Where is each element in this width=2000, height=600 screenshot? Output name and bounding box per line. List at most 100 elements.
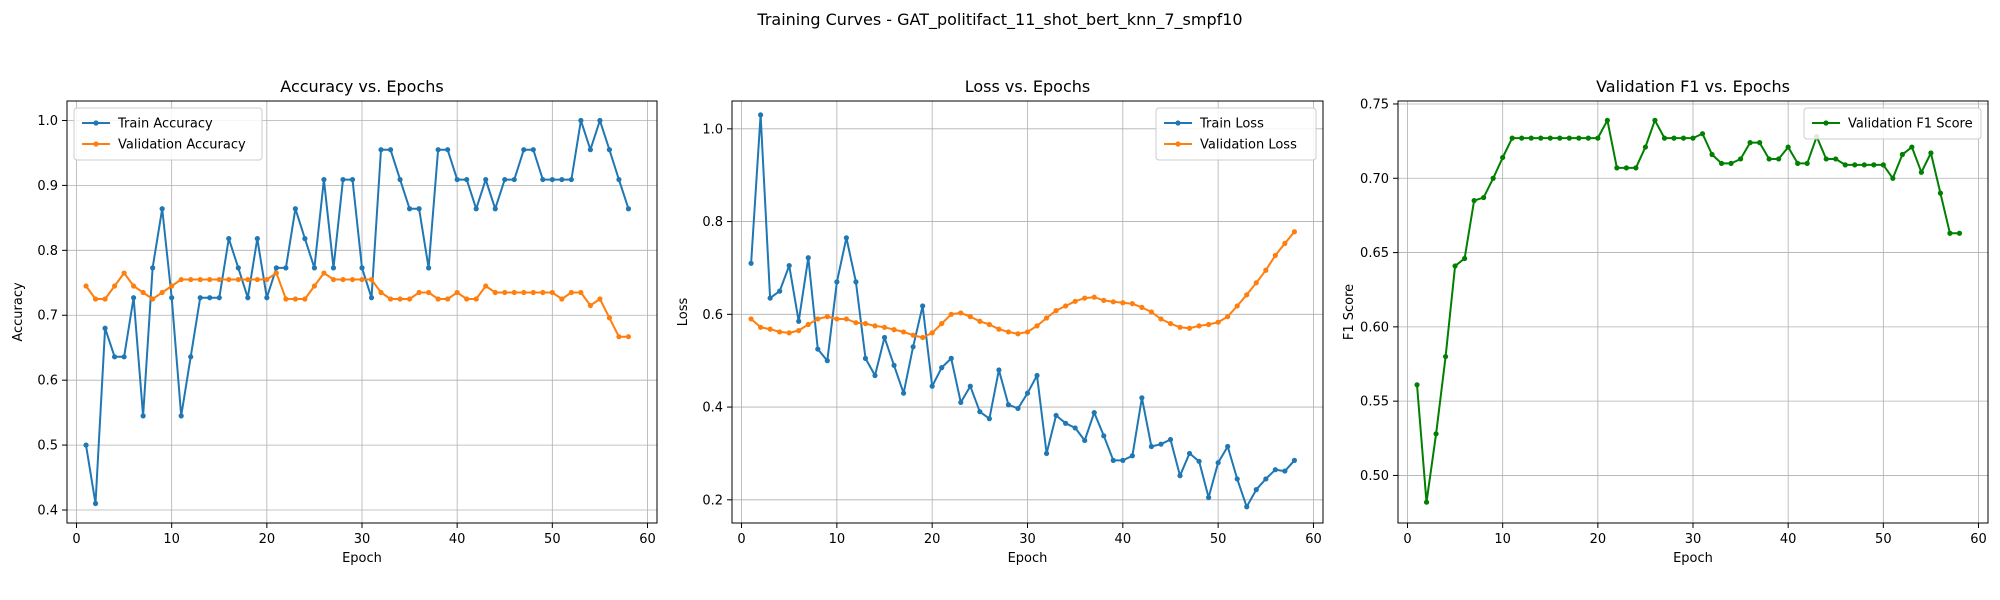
data-point	[540, 289, 546, 296]
data-point	[757, 112, 764, 118]
data-point	[150, 296, 156, 302]
legend-label: Validation Loss	[1200, 138, 1297, 153]
y-tick-label: 0.7	[37, 309, 58, 324]
data-point	[1282, 468, 1288, 474]
data-point	[1063, 303, 1069, 309]
data-point	[824, 358, 830, 364]
y-tick-label: 0.6	[37, 374, 58, 389]
data-point	[910, 344, 916, 350]
y-axis-label: Accuracy	[11, 282, 26, 342]
data-point	[1024, 329, 1031, 335]
data-point	[1110, 457, 1116, 463]
data-point	[292, 206, 298, 212]
data-point	[1871, 162, 1877, 168]
data-point	[159, 289, 165, 296]
data-point	[958, 310, 964, 316]
data-point	[587, 147, 593, 153]
data-point	[986, 416, 992, 422]
data-point	[1747, 140, 1753, 146]
data-point	[492, 206, 498, 212]
data-point	[1167, 320, 1174, 327]
data-point	[1614, 165, 1620, 171]
data-point	[578, 117, 584, 124]
data-point	[1005, 402, 1012, 408]
data-point	[786, 263, 792, 269]
data-point	[920, 303, 926, 309]
data-point	[1101, 433, 1107, 439]
data-point	[1528, 135, 1534, 141]
data-point	[283, 265, 289, 271]
data-point	[83, 283, 89, 289]
data-point	[321, 176, 327, 183]
data-point	[387, 147, 394, 153]
data-point	[606, 147, 613, 153]
data-point	[292, 296, 298, 302]
data-point	[387, 296, 394, 302]
x-tick-label: 40	[449, 532, 466, 547]
data-point	[235, 276, 241, 283]
data-point	[530, 289, 536, 296]
data-point	[815, 316, 821, 322]
data-point	[330, 265, 337, 271]
x-tick-label: 20	[1590, 532, 1607, 547]
data-point	[805, 255, 811, 261]
data-point	[1148, 443, 1155, 450]
data-point	[1091, 410, 1097, 416]
data-point	[1024, 390, 1031, 396]
data-point	[549, 176, 555, 183]
data-point	[1909, 144, 1915, 150]
data-point	[1196, 458, 1202, 464]
data-point	[1757, 140, 1763, 146]
axes-title: Validation F1 vs. Epochs	[1596, 77, 1790, 96]
data-point	[521, 289, 527, 296]
legend-box	[1155, 107, 1317, 161]
legend-box	[73, 107, 263, 161]
y-tick-label: 0.5	[37, 439, 58, 454]
data-point	[1234, 476, 1240, 482]
data-point	[977, 318, 983, 324]
data-point	[1928, 150, 1934, 156]
data-point	[311, 265, 318, 271]
data-point	[1947, 230, 1953, 236]
data-point	[1158, 316, 1164, 322]
series-line-1	[1416, 119, 1960, 504]
data-point	[1766, 156, 1772, 162]
data-point	[881, 334, 888, 341]
data-point	[1899, 151, 1905, 158]
data-point	[1263, 476, 1269, 482]
data-point	[511, 289, 517, 296]
data-point	[273, 265, 279, 271]
x-tick-label: 40	[1115, 532, 1132, 547]
data-point	[492, 289, 498, 296]
data-point	[1842, 162, 1848, 168]
data-point	[111, 354, 118, 360]
data-point	[1595, 135, 1601, 141]
legend: Validation F1 Score	[1803, 107, 1982, 140]
x-tick-label: 10	[1494, 532, 1511, 547]
data-point	[1101, 297, 1107, 304]
data-point	[245, 295, 251, 301]
data-point	[511, 176, 517, 183]
data-point	[872, 323, 878, 329]
data-point	[359, 276, 365, 283]
data-point	[197, 295, 203, 301]
data-point	[150, 265, 156, 271]
data-point	[435, 147, 441, 153]
data-point	[1244, 504, 1250, 510]
data-point	[140, 413, 146, 419]
data-point	[1225, 443, 1231, 450]
data-point	[625, 334, 632, 340]
data-point	[1709, 151, 1715, 158]
data-point	[796, 327, 802, 334]
data-point	[1186, 325, 1193, 331]
data-point	[1034, 372, 1040, 379]
axes-frame	[1397, 100, 1989, 524]
data-point	[1538, 135, 1544, 141]
data-point	[1291, 229, 1298, 235]
data-point	[1177, 324, 1183, 330]
data-point	[1471, 197, 1477, 204]
data-point	[330, 276, 337, 283]
y-tick-label: 0.55	[1360, 395, 1389, 410]
data-point	[1500, 154, 1506, 161]
data-point	[1091, 294, 1097, 300]
